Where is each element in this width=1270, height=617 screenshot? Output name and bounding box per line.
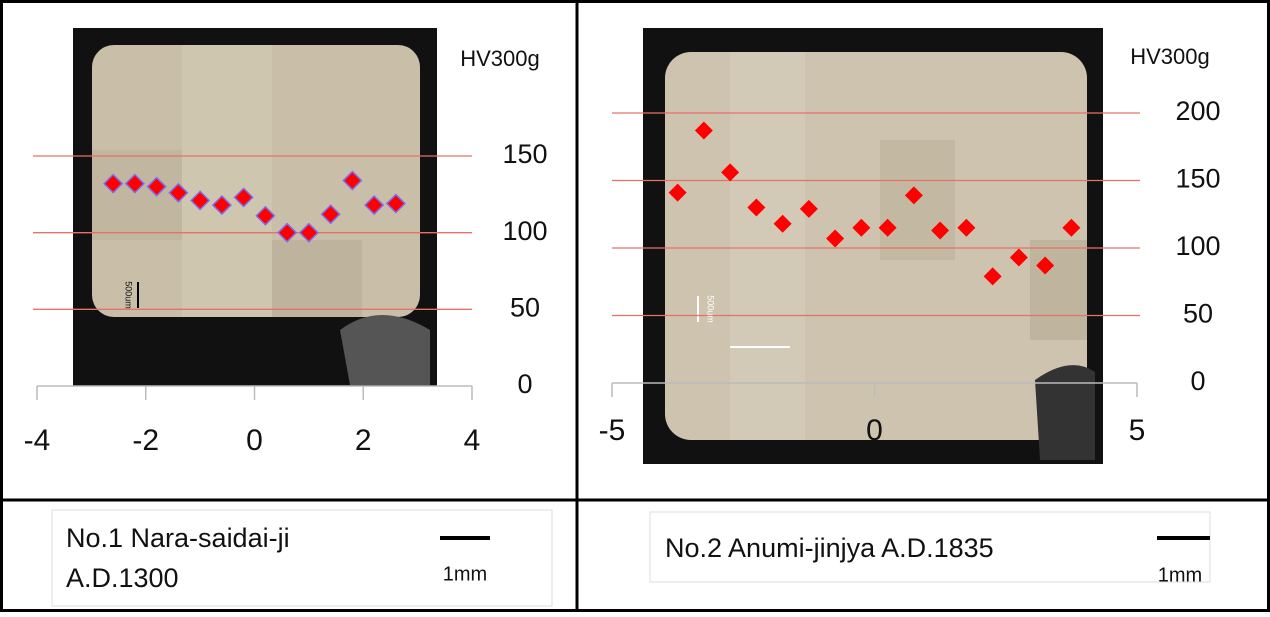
micrograph: [73, 28, 437, 386]
x-tick-label: 0: [246, 424, 263, 457]
y-tick-label: 100: [502, 216, 547, 246]
y-axis-label: HV300g: [1130, 44, 1210, 69]
y-tick-label: 100: [1175, 231, 1220, 261]
inset-scale-label: 500um: [124, 281, 134, 309]
x-tick-label: 4: [464, 424, 481, 457]
x-tick-label: 2: [355, 424, 372, 457]
y-tick-label: 150: [502, 139, 547, 169]
caption: A.D.1300: [66, 563, 179, 593]
scale-label: 1mm: [443, 563, 487, 585]
x-tick-label: 0: [866, 414, 883, 447]
y-tick-label: 150: [1175, 164, 1220, 194]
caption: No.2 Anumi-jinjya A.D.1835: [665, 533, 994, 563]
x-tick-label: 5: [1129, 414, 1146, 447]
inset-scale-label: 500um: [706, 295, 716, 323]
y-tick-label: 200: [1175, 96, 1220, 126]
caption: No.1 Nara-saidai-ji: [66, 523, 290, 553]
x-tick-label: -5: [599, 414, 626, 447]
scale-label: 1mm: [1158, 564, 1202, 586]
x-tick-label: -2: [132, 424, 159, 457]
micrograph: [643, 28, 1103, 464]
figure: 050100150-4-2024HV300gNo.1 Nara-saidai-j…: [0, 0, 1270, 612]
y-axis-label: HV300g: [460, 46, 540, 71]
x-tick-label: -4: [24, 424, 51, 457]
y-tick-label: 0: [517, 369, 532, 399]
y-tick-label: 0: [1190, 366, 1205, 396]
y-tick-label: 50: [1183, 299, 1213, 329]
y-tick-label: 50: [510, 292, 540, 322]
